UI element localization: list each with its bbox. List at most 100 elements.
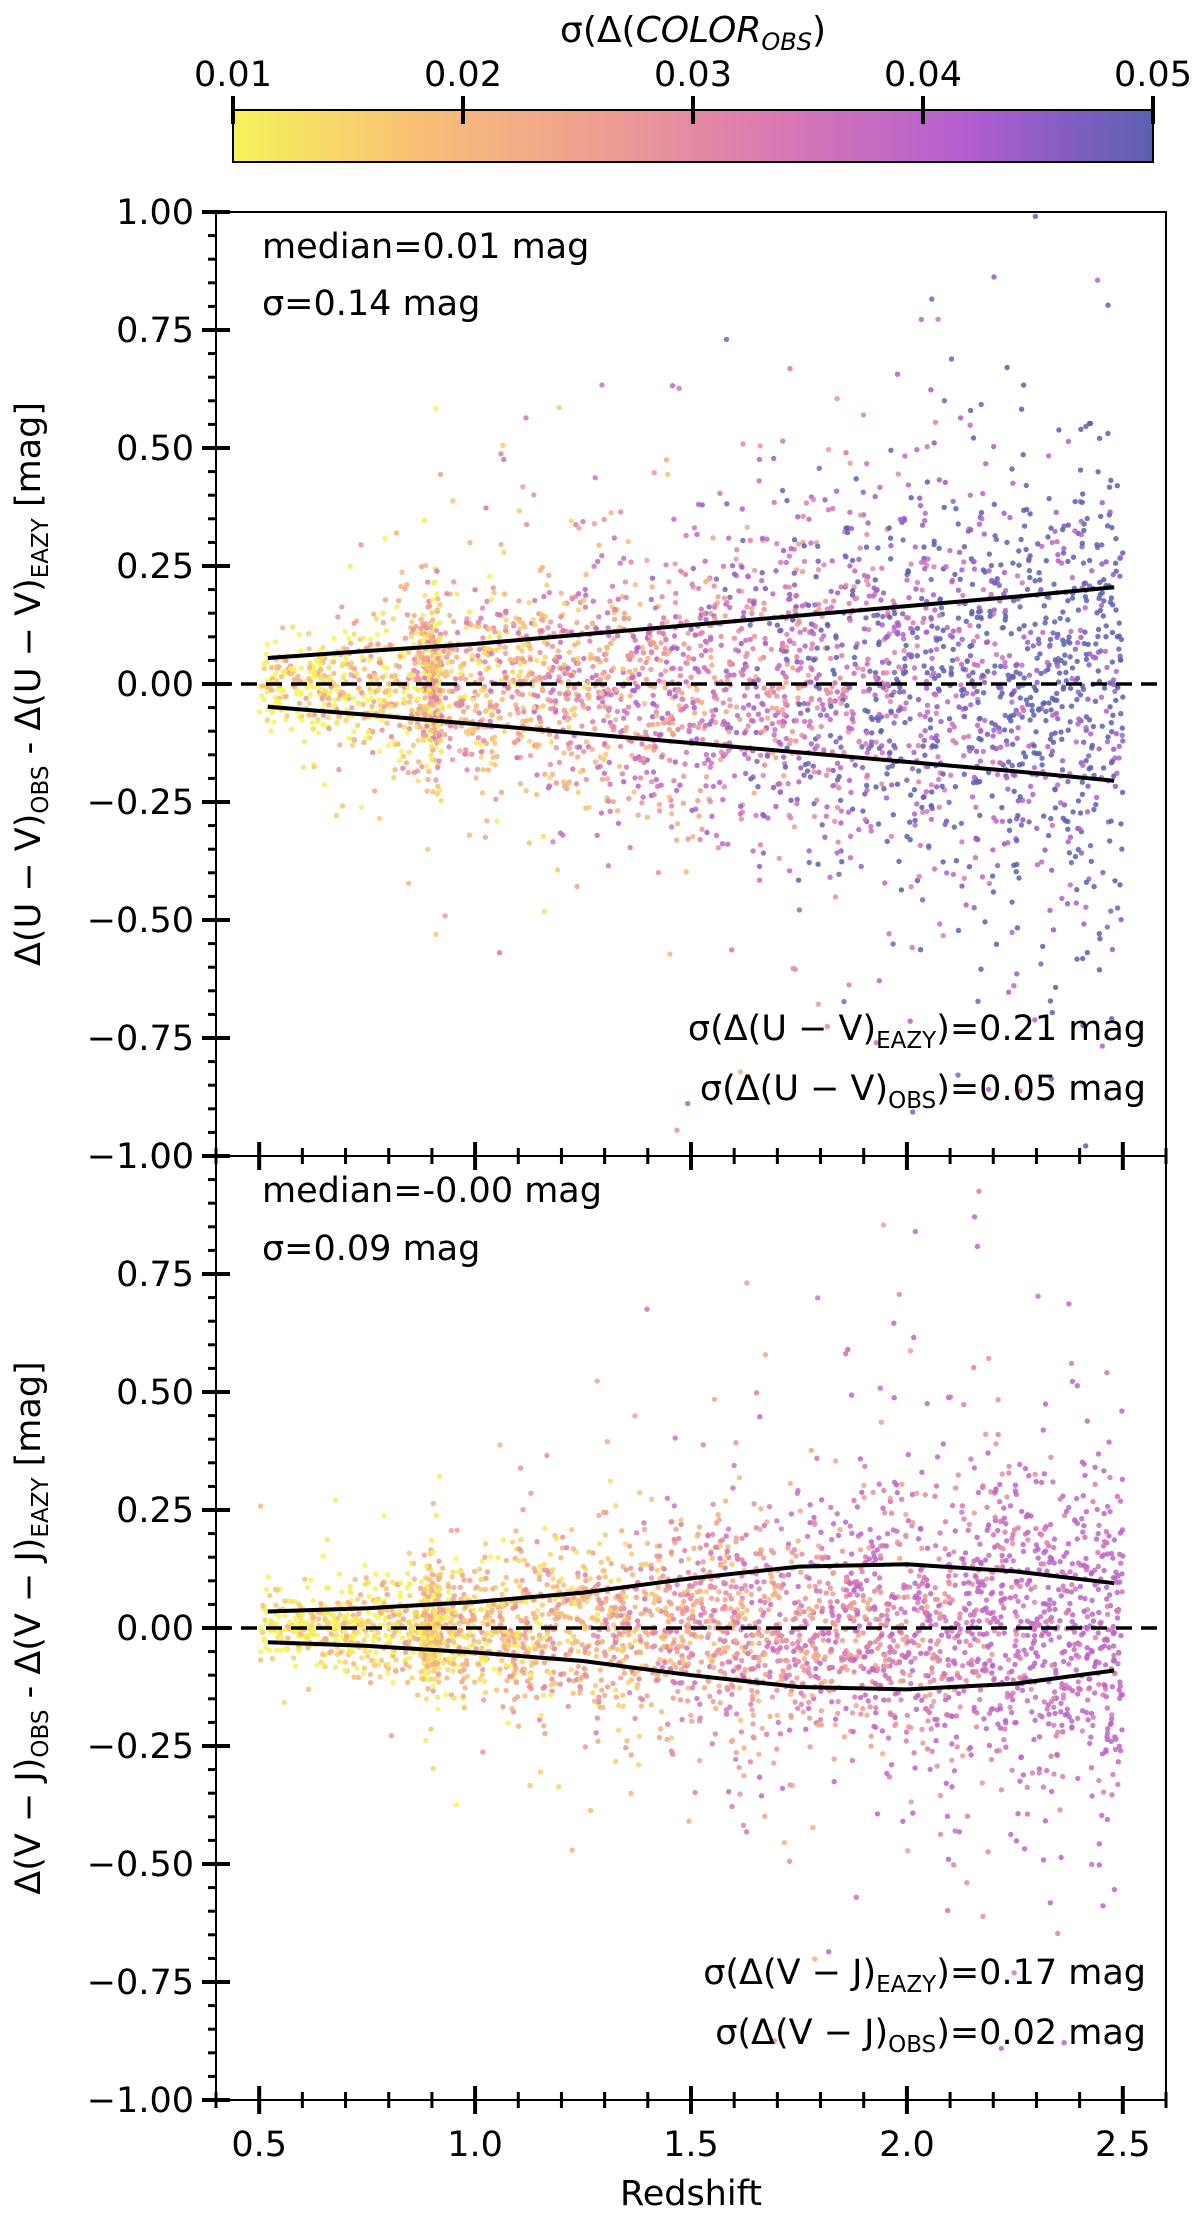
scatter-point bbox=[491, 590, 497, 596]
scatter-point bbox=[976, 521, 983, 527]
scatter-point bbox=[950, 871, 957, 878]
scatter-point bbox=[778, 559, 784, 565]
scatter-point bbox=[1063, 669, 1069, 676]
scatter-point bbox=[851, 1497, 857, 1504]
scatter-point bbox=[346, 635, 352, 642]
scatter-point bbox=[1015, 725, 1021, 731]
scatter-point bbox=[561, 600, 567, 607]
scatter-point bbox=[1024, 1594, 1030, 1601]
scatter-point bbox=[435, 1694, 441, 1700]
scatter-point bbox=[895, 471, 901, 477]
scatter-point bbox=[564, 696, 571, 702]
scatter-point bbox=[1002, 607, 1009, 613]
scatter-point bbox=[873, 784, 879, 790]
scatter-point bbox=[369, 729, 376, 735]
scatter-point bbox=[756, 456, 763, 463]
scatter-point bbox=[1107, 704, 1113, 710]
scatter-point bbox=[906, 743, 912, 749]
scatter-point bbox=[889, 782, 895, 788]
scatter-point bbox=[1055, 716, 1061, 722]
scatter-point bbox=[1007, 818, 1013, 824]
scatter-point bbox=[703, 783, 709, 789]
scatter-point bbox=[1059, 758, 1066, 764]
scatter-point bbox=[435, 783, 441, 789]
scatter-point bbox=[434, 606, 440, 613]
scatter-point bbox=[942, 1599, 948, 1605]
scatter-point bbox=[405, 1679, 411, 1686]
scatter-point bbox=[902, 663, 908, 669]
scatter-point bbox=[941, 1614, 947, 1620]
scatter-point bbox=[327, 1649, 333, 1656]
scatter-point bbox=[462, 676, 469, 682]
scatter-point bbox=[1021, 634, 1027, 640]
scatter-point bbox=[731, 672, 737, 678]
scatter-point bbox=[1073, 900, 1080, 906]
scatter-point bbox=[970, 638, 977, 644]
scatter-point bbox=[1075, 798, 1082, 804]
scatter-point bbox=[581, 684, 587, 690]
scatter-point bbox=[603, 657, 609, 663]
scatter-point bbox=[747, 622, 753, 628]
scatter-point bbox=[478, 1586, 484, 1593]
scatter-point bbox=[935, 316, 941, 322]
scatter-point bbox=[786, 741, 793, 747]
scatter-point bbox=[907, 1018, 913, 1024]
scatter-point bbox=[783, 644, 790, 650]
scatter-point bbox=[733, 556, 739, 562]
scatter-point bbox=[1023, 546, 1029, 553]
scatter-point bbox=[1079, 791, 1086, 798]
scatter-point bbox=[607, 781, 613, 787]
scatter-point bbox=[552, 698, 559, 704]
scatter-point bbox=[423, 562, 429, 569]
scatter-point bbox=[1113, 731, 1120, 737]
scatter-point bbox=[339, 803, 346, 809]
scatter-point bbox=[669, 383, 676, 389]
scatter-point bbox=[436, 1558, 442, 1565]
scatter-point bbox=[1079, 1728, 1086, 1734]
scatter-point bbox=[606, 798, 612, 804]
scatter-point bbox=[1017, 604, 1023, 610]
scatter-point bbox=[1087, 843, 1094, 849]
scatter-point bbox=[750, 1632, 756, 1639]
scatter-point bbox=[773, 755, 779, 761]
scatter-point bbox=[487, 688, 494, 694]
scatter-point bbox=[1049, 748, 1056, 754]
scatter-point bbox=[348, 660, 355, 666]
scatter-point bbox=[262, 1617, 268, 1623]
scatter-point bbox=[578, 698, 585, 704]
scatter-point bbox=[774, 1746, 780, 1752]
scatter-point bbox=[359, 654, 365, 660]
scatter-point bbox=[1016, 562, 1022, 568]
scatter-point bbox=[805, 707, 811, 713]
scatter-point bbox=[780, 438, 786, 444]
scatter-point bbox=[1029, 707, 1035, 714]
scatter-point bbox=[310, 1597, 316, 1604]
scatter-point bbox=[625, 704, 632, 710]
scatter-point bbox=[560, 832, 566, 838]
scatter-point bbox=[940, 771, 946, 777]
scatter-point bbox=[517, 1465, 524, 1471]
scatter-point bbox=[597, 754, 603, 760]
scatter-point bbox=[549, 667, 555, 674]
scatter-point bbox=[910, 629, 916, 636]
scatter-point bbox=[422, 592, 428, 599]
scatter-point bbox=[886, 750, 893, 756]
scatter-point bbox=[697, 615, 703, 622]
scatter-point bbox=[1060, 1729, 1066, 1735]
scatter-point bbox=[411, 612, 417, 619]
scatter-point bbox=[832, 1716, 839, 1722]
scatter-point bbox=[776, 855, 782, 862]
scatter-point bbox=[949, 657, 956, 664]
scatter-point bbox=[917, 947, 924, 953]
scatter-point bbox=[579, 723, 585, 729]
scatter-point bbox=[1081, 640, 1088, 647]
scatter-point bbox=[1103, 634, 1109, 640]
scatter-point bbox=[531, 709, 537, 715]
scatter-point bbox=[444, 590, 450, 597]
scatter-point bbox=[816, 606, 822, 612]
scatter-point bbox=[1107, 838, 1113, 844]
scatter-point bbox=[283, 657, 289, 664]
scatter-point bbox=[1056, 1587, 1062, 1593]
scatter-point bbox=[397, 722, 403, 728]
scatter-point bbox=[577, 769, 583, 775]
